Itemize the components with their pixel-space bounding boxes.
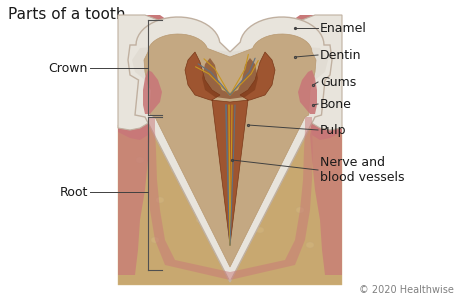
- Text: Bone: Bone: [319, 98, 351, 110]
- Polygon shape: [147, 117, 312, 280]
- Ellipse shape: [315, 167, 323, 173]
- Ellipse shape: [295, 207, 303, 213]
- Polygon shape: [202, 58, 257, 99]
- Ellipse shape: [136, 157, 144, 163]
- Ellipse shape: [196, 217, 203, 223]
- Ellipse shape: [275, 157, 283, 163]
- Polygon shape: [118, 125, 150, 275]
- Polygon shape: [143, 70, 162, 114]
- Text: Nerve and
blood vessels: Nerve and blood vessels: [319, 156, 403, 184]
- Polygon shape: [132, 45, 327, 80]
- Polygon shape: [289, 15, 341, 140]
- Text: Dentin: Dentin: [319, 49, 361, 62]
- Text: © 2020 Healthwise: © 2020 Healthwise: [358, 285, 453, 295]
- Ellipse shape: [171, 167, 179, 173]
- Polygon shape: [309, 125, 341, 275]
- Polygon shape: [185, 52, 274, 245]
- Polygon shape: [118, 15, 167, 130]
- Text: Gums: Gums: [319, 76, 355, 88]
- Polygon shape: [118, 15, 170, 140]
- Polygon shape: [144, 34, 315, 267]
- Ellipse shape: [305, 242, 313, 248]
- Text: Enamel: Enamel: [319, 22, 366, 34]
- Ellipse shape: [151, 237, 159, 243]
- Polygon shape: [128, 17, 331, 282]
- Text: Parts of a tooth: Parts of a tooth: [8, 7, 125, 22]
- Text: Pulp: Pulp: [319, 124, 346, 136]
- Polygon shape: [297, 70, 316, 114]
- Text: Crown: Crown: [49, 61, 88, 74]
- Polygon shape: [118, 122, 341, 285]
- Polygon shape: [292, 15, 341, 130]
- Ellipse shape: [156, 197, 164, 203]
- Text: Root: Root: [60, 185, 88, 199]
- Ellipse shape: [256, 227, 263, 233]
- Ellipse shape: [235, 177, 243, 183]
- Ellipse shape: [216, 247, 224, 253]
